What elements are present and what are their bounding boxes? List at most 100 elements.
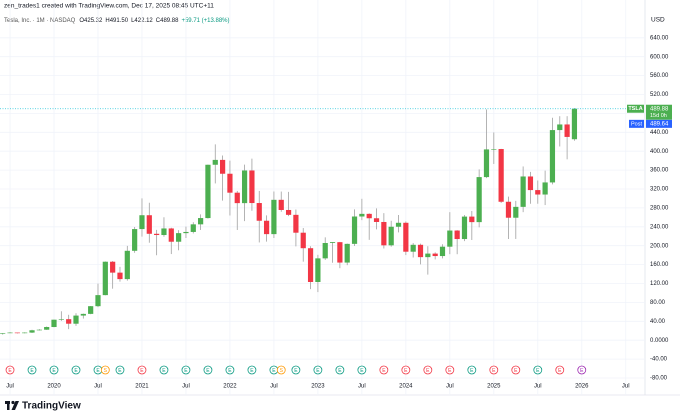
event-label: E	[272, 368, 276, 374]
event-marker	[577, 365, 587, 375]
candle-body	[461, 216, 468, 240]
y-tick-label: 240.00	[650, 224, 669, 230]
candle-body	[337, 242, 343, 263]
post-price-tag	[646, 119, 672, 128]
event-marker	[379, 365, 389, 375]
x-tick-label: 2020	[47, 384, 61, 390]
logo-part	[11, 400, 15, 405]
countdown-text: 15d 0h	[650, 113, 667, 119]
x-tick-label: Jul	[270, 384, 278, 390]
candle-body	[161, 228, 167, 236]
event-marker	[335, 365, 345, 375]
candle-body	[168, 228, 174, 242]
price-tag-text: 489.88	[650, 106, 669, 112]
event-marker	[115, 365, 125, 375]
candle-body	[373, 218, 380, 222]
grid	[0, 0, 645, 395]
event-marker	[159, 365, 169, 375]
event-label: E	[470, 368, 474, 374]
candle-body	[58, 319, 64, 320]
x-tick-label: 2025	[487, 384, 501, 390]
author-line: zen_trades1 created with TradingView.com…	[4, 3, 214, 10]
candle-body	[176, 233, 182, 242]
event-label: E	[382, 368, 386, 374]
candle-body	[36, 329, 42, 331]
x-tick-label: Jul	[358, 384, 366, 390]
x-tick-label: 2023	[311, 384, 325, 390]
event-label: E	[228, 368, 232, 374]
candle-body	[520, 176, 526, 207]
candle-body	[66, 319, 72, 324]
y-tick-label: 520.00	[650, 92, 669, 98]
candle-body	[300, 232, 306, 249]
candle-body	[513, 206, 519, 218]
candle-body	[212, 159, 218, 165]
x-tick-label: Jul	[94, 384, 102, 390]
y-tick-label: 160.00	[650, 262, 669, 268]
candle-body	[491, 149, 497, 150]
event-label: E	[52, 368, 56, 374]
symbol-tag-text: TSLA	[628, 106, 642, 112]
logo-part	[11, 401, 19, 410]
candle-body	[88, 306, 94, 314]
candle-body	[102, 261, 108, 296]
y-tick-label: 120.00	[650, 281, 669, 287]
candle-body	[381, 221, 387, 246]
event-label: E	[338, 368, 342, 374]
event-label: E	[8, 368, 12, 374]
x-tick-label: 2024	[399, 384, 413, 390]
candle-body	[51, 319, 57, 328]
event-label: E	[140, 368, 144, 374]
candle-body	[454, 230, 460, 240]
candle-body	[249, 170, 255, 204]
y-tick-label: 440.00	[650, 130, 669, 136]
y-tick-label: 360.00	[650, 168, 669, 174]
candle-body	[293, 214, 299, 233]
candle-body	[183, 231, 189, 234]
x-tick-label: Jul	[446, 384, 454, 390]
x-tick-label: Jul	[534, 384, 542, 390]
x-tick-label: Jul	[6, 384, 14, 390]
candle-body	[483, 149, 490, 178]
y-tick-label: 320.00	[650, 187, 669, 193]
symbol-tag	[627, 104, 644, 113]
y-tick-label: 0.0000	[650, 338, 669, 344]
event-label: E	[316, 368, 320, 374]
candle-body	[476, 177, 482, 223]
event-label: E	[206, 368, 210, 374]
event-label: E	[426, 368, 430, 374]
candle-body	[22, 332, 28, 334]
change-text: +59.71 (+13.88%)	[181, 18, 229, 24]
brand-logo	[5, 400, 19, 410]
event-marker	[401, 365, 411, 375]
event-label: E	[250, 368, 254, 374]
x-tick-label: Jul	[622, 384, 630, 390]
event-label: S	[280, 368, 284, 374]
event-label: E	[514, 368, 518, 374]
y-tick-label: 280.00	[650, 205, 669, 211]
event-label: E	[492, 368, 496, 374]
event-marker	[49, 365, 59, 375]
candle-body	[29, 330, 35, 333]
y-tick-label: 40.00	[650, 319, 666, 325]
event-label: E	[162, 368, 166, 374]
candle-body	[315, 258, 321, 282]
candle-body	[7, 332, 13, 334]
candle-body	[190, 224, 196, 232]
open-text: O425.32	[79, 18, 103, 24]
candle-body	[227, 173, 233, 193]
candle-body	[73, 315, 79, 324]
candle-body	[469, 216, 475, 223]
candle-body	[198, 218, 204, 225]
candle-body	[351, 216, 358, 244]
event-marker	[71, 365, 81, 375]
logo-part	[7, 401, 10, 410]
candle-body	[571, 108, 578, 140]
candle-body	[549, 130, 556, 183]
event-label: S	[104, 368, 108, 374]
post-price-text: 489.64	[650, 121, 669, 127]
event-label: E	[404, 368, 408, 374]
